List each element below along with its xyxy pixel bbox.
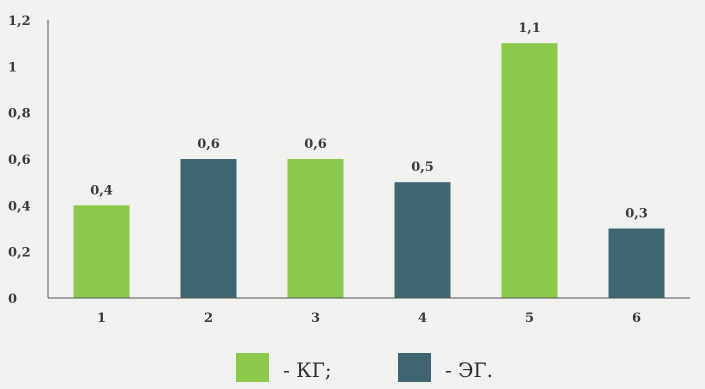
legend-label-eg: - ЭГ. bbox=[445, 358, 493, 382]
x-tick-label: 6 bbox=[632, 311, 641, 326]
bars bbox=[73, 43, 665, 298]
x-tick-label: 2 bbox=[204, 311, 213, 326]
legend-label-kg: - КГ; bbox=[283, 358, 332, 382]
bar bbox=[608, 228, 665, 298]
x-tick-label: 4 bbox=[418, 311, 427, 326]
x-tick-label: 1 bbox=[97, 311, 106, 326]
bar-value-label: 0,5 bbox=[411, 160, 434, 175]
y-tick-label: 0,6 bbox=[8, 153, 31, 168]
y-axis-ticks: 0 0,2 0,4 0,6 0,8 1 1,2 bbox=[8, 14, 31, 307]
y-tick-label: 0,4 bbox=[8, 199, 31, 214]
data-labels: 0,4 0,6 0,6 0,5 1,1 0,3 bbox=[90, 21, 648, 221]
bar-value-label: 0,6 bbox=[304, 137, 327, 152]
bar bbox=[287, 159, 344, 298]
x-axis-ticks: 1 2 3 4 5 6 bbox=[97, 311, 641, 326]
bar-value-label: 0,4 bbox=[90, 183, 113, 198]
bar bbox=[180, 159, 237, 298]
legend: - КГ; - ЭГ. bbox=[236, 353, 493, 382]
y-tick-label: 1 bbox=[8, 60, 17, 75]
bar bbox=[73, 205, 130, 298]
y-tick-label: 0,2 bbox=[8, 246, 31, 261]
bar bbox=[501, 43, 558, 298]
bar-value-label: 0,6 bbox=[197, 137, 220, 152]
bar-value-label: 0,3 bbox=[625, 207, 648, 222]
y-tick-label: 1,2 bbox=[8, 14, 31, 29]
x-tick-label: 3 bbox=[311, 311, 320, 326]
legend-swatch-eg bbox=[398, 353, 431, 382]
y-tick-label: 0 bbox=[8, 292, 17, 307]
y-tick-label: 0,8 bbox=[8, 107, 31, 122]
bar bbox=[394, 182, 451, 298]
bar-value-label: 1,1 bbox=[518, 21, 541, 36]
legend-swatch-kg bbox=[236, 353, 269, 382]
x-tick-label: 5 bbox=[525, 311, 534, 326]
